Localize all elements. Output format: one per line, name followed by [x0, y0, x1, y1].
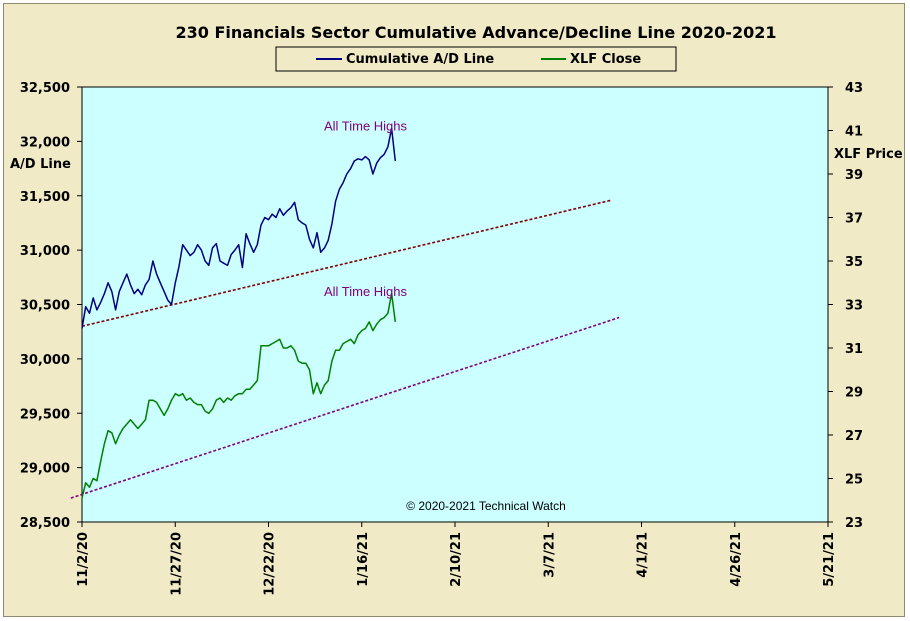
y-axis-label: A/D Line — [10, 157, 71, 172]
x-tick-label: 4/26/21 — [729, 532, 744, 587]
x-tick-label: 11/27/20 — [169, 532, 184, 596]
y-tick-label: 32,000 — [20, 135, 70, 150]
annotation-all-time-highs: All Time Highs — [324, 119, 408, 134]
y-tick-label: 29,000 — [20, 462, 70, 477]
y-tick-label: 31,000 — [20, 244, 70, 259]
y-tick-label: 30,500 — [20, 299, 70, 314]
trendline-2 — [70, 316, 620, 499]
legend-label-xlf-close: XLF Close — [570, 52, 641, 67]
x-tick-label: 11/2/20 — [76, 532, 91, 587]
x-tick-label: 3/7/21 — [542, 532, 557, 578]
series — [81, 127, 397, 499]
y2-tick-label: 41 — [845, 125, 863, 140]
y2-axis-ticks: 23 25 27 29 31 33 35 37 39 41 43 — [828, 81, 863, 531]
legend: Cumulative A/D Line XLF Close — [275, 46, 677, 72]
y-tick-label: 29,500 — [20, 407, 70, 422]
trendlines — [70, 199, 620, 499]
y-axis-ticks: 28,500 29,000 29,500 30,000 30,500 31,000 31,5… — [20, 81, 82, 531]
x-tick-label: 5/21/21 — [822, 532, 837, 587]
chart-title: 230 Financials Sector Cumulative Advance… — [176, 23, 777, 42]
trendline-1 — [81, 199, 612, 328]
y-tick-label: 31,500 — [20, 190, 70, 205]
x-tick-label: 12/22/20 — [263, 532, 278, 596]
y-tick-label: 28,500 — [20, 516, 70, 531]
xlf-close-series — [81, 292, 397, 499]
y2-tick-label: 25 — [845, 473, 863, 488]
y2-tick-label: 35 — [845, 255, 863, 270]
annotation-all-time-highs: All Time Highs — [324, 284, 408, 299]
y2-tick-label: 23 — [845, 516, 863, 531]
annotations: All Time Highs All Time Highs — [324, 119, 408, 299]
x-tick-label: 1/16/21 — [356, 532, 371, 587]
y2-tick-label: 27 — [845, 429, 863, 444]
y2-tick-label: 29 — [845, 386, 863, 401]
y2-tick-label: 31 — [845, 342, 863, 357]
ad-line-series — [81, 127, 397, 329]
y2-tick-label: 43 — [845, 81, 863, 96]
legend-label-ad-line: Cumulative A/D Line — [346, 52, 494, 67]
y2-tick-label: 39 — [845, 168, 863, 183]
legend-box — [275, 46, 677, 72]
y2-axis-label: XLF Price — [834, 147, 903, 162]
y-tick-label: 30,000 — [20, 353, 70, 368]
x-tick-label: 4/1/21 — [636, 532, 651, 578]
y2-tick-label: 33 — [845, 299, 863, 314]
copyright-text: © 2020-2021 Technical Watch — [406, 499, 566, 513]
plot-area — [81, 86, 829, 523]
y-tick-label: 32,500 — [20, 81, 70, 96]
x-tick-label: 2/10/21 — [449, 532, 464, 587]
y2-tick-label: 37 — [845, 212, 863, 227]
x-axis-ticks: 11/2/20 11/27/20 12/22/20 1/16/21 2/10/21 3/7… — [76, 522, 837, 596]
